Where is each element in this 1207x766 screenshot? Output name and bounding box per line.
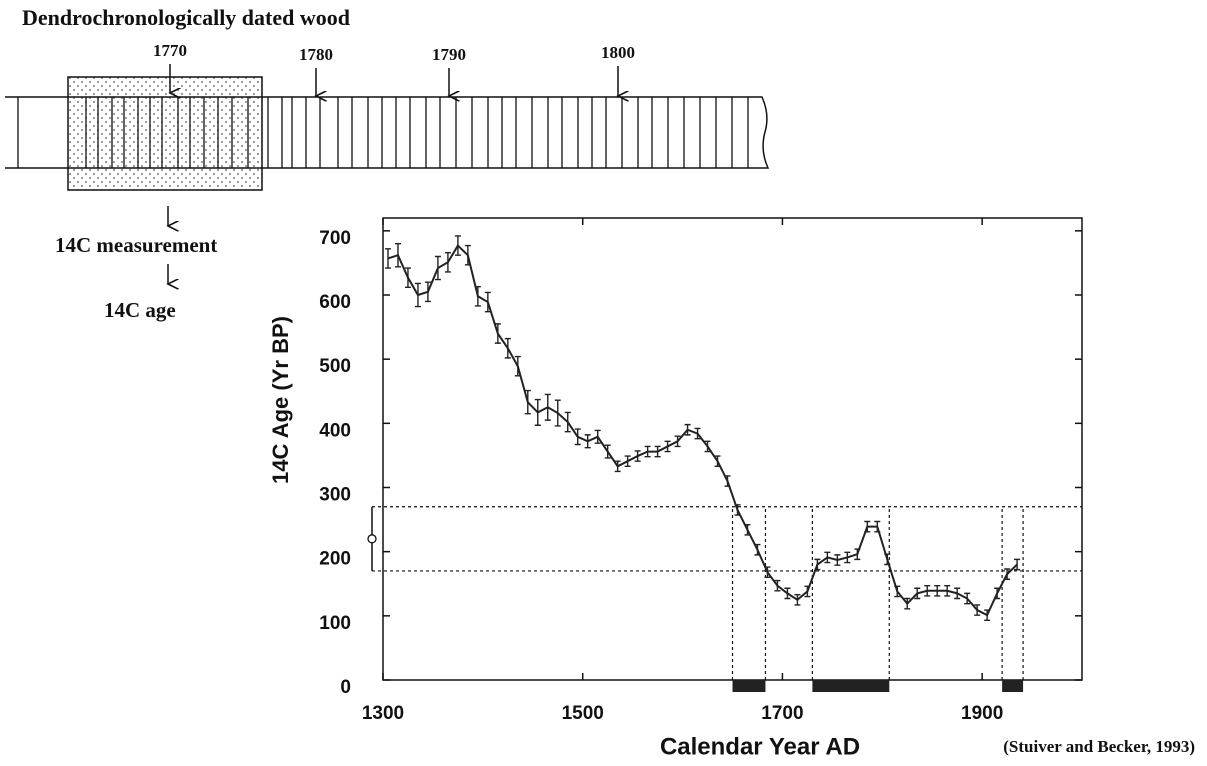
error-bar <box>874 520 881 533</box>
error-bar <box>804 585 811 598</box>
error-bar <box>754 543 761 556</box>
error-bar <box>914 587 921 600</box>
y-tick-label: 300 <box>319 485 351 506</box>
strip-outline <box>5 96 770 169</box>
error-bar <box>424 281 431 303</box>
error-bar <box>514 355 521 377</box>
y-tick-label: 400 <box>319 420 351 441</box>
error-bar <box>644 445 651 458</box>
y-axis-label: 14C Age (Yr BP) <box>268 316 293 484</box>
error-bar <box>784 587 791 600</box>
error-bar <box>474 285 481 307</box>
error-bar <box>844 551 851 564</box>
error-bar <box>404 267 411 288</box>
x-tick-label: 1700 <box>761 703 803 724</box>
error-bar <box>964 592 971 605</box>
y-tick-label: 0 <box>340 677 351 698</box>
error-bar <box>854 548 861 561</box>
y-tick-label: 200 <box>319 549 351 570</box>
error-bar <box>984 609 991 622</box>
error-bar <box>694 427 701 440</box>
error-bar <box>924 584 931 597</box>
error-bar <box>974 604 981 616</box>
error-bar <box>744 524 751 536</box>
error-bar <box>604 444 611 459</box>
x-tick-label: 1900 <box>961 703 1003 724</box>
error-bar <box>884 553 891 566</box>
error-bar <box>824 551 831 564</box>
error-bar <box>764 566 771 579</box>
error-bar <box>834 554 841 566</box>
error-bar <box>994 587 1001 600</box>
error-bar <box>394 242 401 268</box>
error-bar <box>794 593 801 606</box>
error-bar <box>624 455 631 468</box>
step-label: 14C age <box>104 298 176 322</box>
error-bar <box>944 584 951 597</box>
error-bar <box>634 450 641 462</box>
step-label: 14C measurement <box>55 233 217 257</box>
error-bar <box>654 445 661 458</box>
year-label: 1800 <box>601 43 635 62</box>
data-line <box>387 243 1018 617</box>
year-label: 1790 <box>432 45 466 64</box>
error-bar <box>1014 558 1021 571</box>
error-bar <box>384 248 391 269</box>
error-bar <box>594 429 601 444</box>
error-bar <box>734 504 741 516</box>
error-bar <box>774 579 781 592</box>
error-bar <box>1004 568 1011 580</box>
error-bar <box>724 475 731 487</box>
error-bar <box>444 251 451 273</box>
year-label: 1780 <box>299 45 333 64</box>
x-tick-label: 1500 <box>562 703 604 724</box>
error-bar <box>934 584 941 597</box>
interval-bar <box>732 680 766 692</box>
error-bar <box>494 323 501 344</box>
error-bar <box>584 434 591 449</box>
error-bar <box>954 587 961 600</box>
arrows <box>168 64 618 284</box>
x-tick-label: 1300 <box>362 703 404 724</box>
sample-box <box>67 76 263 191</box>
error-bar <box>664 440 671 453</box>
y-tick-label: 600 <box>319 292 351 313</box>
measured-age <box>367 534 377 544</box>
error-bar <box>864 520 871 533</box>
error-bar <box>434 255 441 281</box>
error-bar <box>414 282 421 308</box>
y-tick-label: 700 <box>319 228 351 249</box>
error-bar <box>484 291 491 313</box>
error-bar <box>714 455 721 468</box>
error-bar <box>534 398 541 426</box>
error-bar <box>684 423 691 436</box>
error-bar <box>574 428 581 446</box>
year-label: 1770 <box>153 41 187 60</box>
title: Dendrochronologically dated wood <box>22 5 350 30</box>
error-bar <box>614 460 621 473</box>
error-bar <box>544 393 551 421</box>
interval-bar <box>1002 680 1024 692</box>
error-bar <box>504 337 511 359</box>
error-bar <box>894 585 901 598</box>
error-bar <box>524 389 531 415</box>
wood-strip <box>5 76 770 191</box>
error-bar <box>704 440 711 453</box>
error-bar <box>674 435 681 448</box>
y-tick-label: 100 <box>319 613 351 634</box>
error-bar <box>904 597 911 610</box>
interval-bar <box>812 680 890 692</box>
error-bar <box>554 399 561 427</box>
y-tick-label: 500 <box>319 356 351 377</box>
x-axis-label: Calendar Year AD <box>660 733 860 760</box>
error-bar <box>564 411 571 433</box>
error-bar <box>464 244 471 266</box>
error-bar <box>814 558 821 571</box>
citation: (Stuiver and Becker, 1993) <box>1003 737 1195 756</box>
error-bar <box>454 235 461 256</box>
